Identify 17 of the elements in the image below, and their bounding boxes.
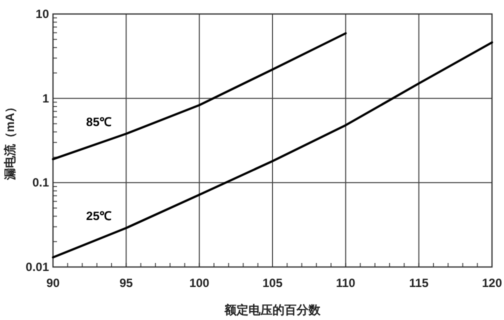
series-label: 85℃ — [86, 114, 112, 129]
x-tick-label: 110 — [336, 276, 356, 290]
series-label: 25℃ — [86, 209, 112, 224]
line-series — [52, 41, 494, 258]
y-tick-label: 10 — [36, 7, 50, 21]
y-tick-label: 0.01 — [26, 260, 50, 274]
x-tick-label: 90 — [46, 276, 60, 290]
y-tick-label: 0.1 — [32, 176, 50, 190]
y-tick-label: 1 — [42, 91, 50, 106]
line-series — [52, 32, 347, 160]
x-tick-label: 100 — [189, 276, 210, 290]
y-axis-title: 漏电流（mA） — [3, 100, 17, 182]
x-axis-title: 额定电压的百分数 — [224, 303, 322, 317]
x-tick-label: 95 — [119, 276, 134, 290]
x-tick-label: 120 — [482, 276, 502, 290]
x-tick-label: 115 — [409, 276, 429, 290]
x-tick-label: 105 — [262, 276, 283, 290]
